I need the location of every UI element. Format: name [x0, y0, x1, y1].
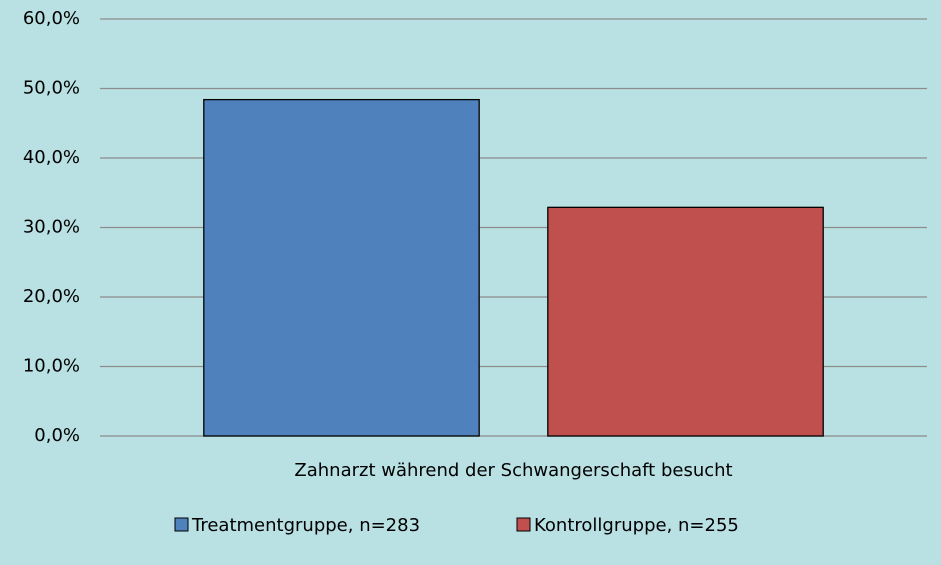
legend-swatch: [516, 517, 531, 532]
bar: [203, 98, 480, 437]
legend-label: Kontrollgruppe, n=255: [534, 515, 739, 536]
y-tick-label: 30,0%: [23, 217, 80, 238]
x-tick-label: Zahnarzt während der Schwangerschaft bes…: [294, 460, 732, 481]
y-tick-label: 10,0%: [23, 356, 80, 377]
legend-swatch: [174, 517, 189, 532]
y-tick-label: 60,0%: [23, 8, 80, 29]
y-tick-label: 0,0%: [34, 425, 80, 446]
legend-label: Treatmentgruppe, n=283: [191, 515, 420, 536]
bar: [547, 206, 824, 437]
y-tick-label: 50,0%: [23, 78, 80, 99]
y-tick-label: 20,0%: [23, 286, 80, 307]
y-tick-label: 40,0%: [23, 147, 80, 168]
